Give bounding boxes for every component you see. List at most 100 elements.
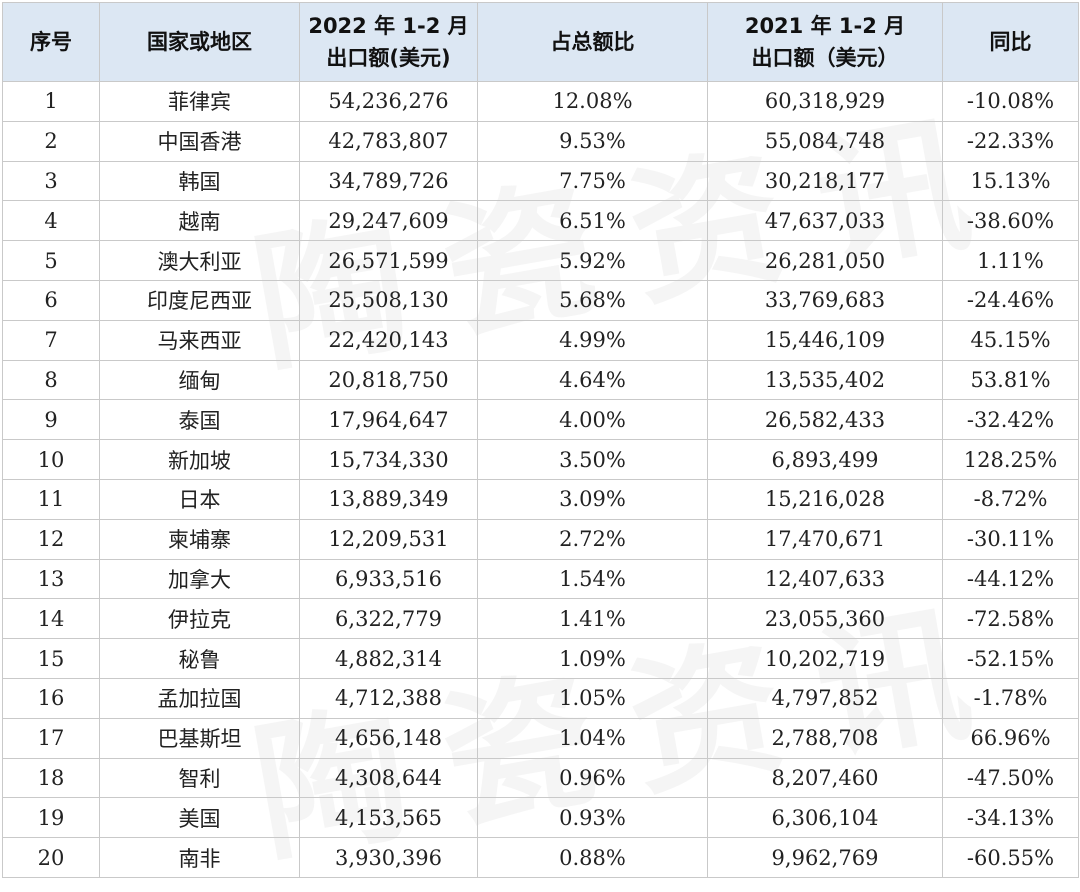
cell-export-2022: 3,930,396 xyxy=(299,837,478,878)
table-row: 5 澳大利亚 26,571,599 5.92% 26,281,050 1.11% xyxy=(2,240,1079,281)
cell-export-2021: 60,318,929 xyxy=(707,81,943,122)
cell-yoy: 128.25% xyxy=(942,439,1079,480)
cell-country: 韩国 xyxy=(99,160,300,202)
cell-export-2022: 15,734,330 xyxy=(299,439,478,480)
cell-export-2021: 17,470,671 xyxy=(707,518,943,560)
header-export-2022-line2: 出口额(美元) xyxy=(326,46,451,70)
table-row: 14 伊拉克 6,322,779 1.41% 23,055,360 -72.58% xyxy=(2,598,1079,640)
cell-country: 澳大利亚 xyxy=(99,240,300,281)
cell-export-2021: 10,202,719 xyxy=(707,638,943,679)
cell-yoy: -10.08% xyxy=(942,81,1079,122)
table-row: 11 日本 13,889,349 3.09% 15,216,028 -8.72% xyxy=(2,478,1079,520)
cell-export-2021: 26,281,050 xyxy=(707,240,943,281)
table-row: 20 南非 3,930,396 0.88% 9,962,769 -60.55% xyxy=(2,837,1079,878)
cell-country: 柬埔寨 xyxy=(99,518,300,560)
cell-export-2021: 55,084,748 xyxy=(707,120,943,162)
cell-share: 0.93% xyxy=(477,797,708,839)
cell-export-2021: 6,306,104 xyxy=(707,797,943,839)
cell-index: 19 xyxy=(2,797,100,839)
table-row: 6 印度尼西亚 25,508,130 5.68% 33,769,683 -24.46% xyxy=(2,279,1079,321)
cell-country: 马来西亚 xyxy=(99,319,300,361)
cell-export-2021: 23,055,360 xyxy=(707,598,943,640)
cell-country: 美国 xyxy=(99,797,300,839)
cell-share: 9.53% xyxy=(477,120,708,162)
cell-share: 6.51% xyxy=(477,200,708,242)
cell-share: 1.41% xyxy=(477,598,708,640)
cell-share: 4.64% xyxy=(477,359,708,401)
table-row: 17 巴基斯坦 4,656,148 1.04% 2,788,708 66.96% xyxy=(2,717,1079,759)
cell-yoy: -44.12% xyxy=(942,558,1079,600)
cell-country: 秘鲁 xyxy=(99,638,300,679)
cell-export-2022: 26,571,599 xyxy=(299,240,478,281)
cell-export-2021: 8,207,460 xyxy=(707,757,943,799)
table-row: 2 中国香港 42,783,807 9.53% 55,084,748 -22.33% xyxy=(2,120,1079,162)
cell-export-2022: 54,236,276 xyxy=(299,81,478,122)
cell-export-2022: 6,322,779 xyxy=(299,598,478,640)
cell-yoy: -38.60% xyxy=(942,200,1079,242)
cell-share: 0.96% xyxy=(477,757,708,799)
cell-index: 1 xyxy=(2,81,100,122)
cell-index: 17 xyxy=(2,717,100,759)
table-row: 13 加拿大 6,933,516 1.54% 12,407,633 -44.12% xyxy=(2,558,1079,600)
cell-country: 菲律宾 xyxy=(99,81,300,122)
cell-yoy: 66.96% xyxy=(942,717,1079,759)
cell-index: 8 xyxy=(2,359,100,401)
cell-export-2022: 4,712,388 xyxy=(299,677,478,719)
table-row: 3 韩国 34,789,726 7.75% 30,218,177 15.13% xyxy=(2,160,1079,202)
cell-yoy: -8.72% xyxy=(942,478,1079,520)
cell-export-2022: 17,964,647 xyxy=(299,399,478,441)
table-row: 10 新加坡 15,734,330 3.50% 6,893,499 128.25% xyxy=(2,439,1079,480)
cell-export-2022: 22,420,143 xyxy=(299,319,478,361)
header-export-2022: 2022 年 1-2 月 出口额(美元) xyxy=(299,2,478,82)
table-row: 15 秘鲁 4,882,314 1.09% 10,202,719 -52.15% xyxy=(2,638,1079,679)
cell-share: 3.09% xyxy=(477,478,708,520)
header-index: 序号 xyxy=(2,2,100,82)
cell-export-2022: 20,818,750 xyxy=(299,359,478,401)
table-row: 7 马来西亚 22,420,143 4.99% 15,446,109 45.15% xyxy=(2,319,1079,361)
cell-export-2021: 6,893,499 xyxy=(707,439,943,480)
cell-export-2022: 6,933,516 xyxy=(299,558,478,600)
table-row: 19 美国 4,153,565 0.93% 6,306,104 -34.13% xyxy=(2,797,1079,839)
cell-share: 4.99% xyxy=(477,319,708,361)
cell-country: 越南 xyxy=(99,200,300,242)
cell-yoy: -34.13% xyxy=(942,797,1079,839)
cell-share: 1.54% xyxy=(477,558,708,600)
cell-yoy: -52.15% xyxy=(942,638,1079,679)
cell-yoy: -30.11% xyxy=(942,518,1079,560)
cell-share: 5.92% xyxy=(477,240,708,281)
cell-share: 7.75% xyxy=(477,160,708,202)
cell-index: 2 xyxy=(2,120,100,162)
cell-index: 9 xyxy=(2,399,100,441)
cell-index: 6 xyxy=(2,279,100,321)
cell-export-2022: 13,889,349 xyxy=(299,478,478,520)
cell-yoy: 15.13% xyxy=(942,160,1079,202)
cell-yoy: -22.33% xyxy=(942,120,1079,162)
cell-country: 印度尼西亚 xyxy=(99,279,300,321)
cell-export-2021: 26,582,433 xyxy=(707,399,943,441)
cell-export-2021: 15,446,109 xyxy=(707,319,943,361)
cell-yoy: 53.81% xyxy=(942,359,1079,401)
cell-export-2022: 4,153,565 xyxy=(299,797,478,839)
cell-export-2022: 25,508,130 xyxy=(299,279,478,321)
cell-index: 5 xyxy=(2,240,100,281)
cell-export-2022: 42,783,807 xyxy=(299,120,478,162)
header-yoy: 同比 xyxy=(942,2,1079,82)
cell-country: 新加坡 xyxy=(99,439,300,480)
cell-index: 20 xyxy=(2,837,100,878)
cell-index: 11 xyxy=(2,478,100,520)
cell-country: 孟加拉国 xyxy=(99,677,300,719)
cell-country: 智利 xyxy=(99,757,300,799)
cell-country: 南非 xyxy=(99,837,300,878)
table-body: 1 菲律宾 54,236,276 12.08% 60,318,929 -10.08% 2 中国… xyxy=(2,81,1079,878)
header-country: 国家或地区 xyxy=(99,2,300,82)
cell-export-2022: 12,209,531 xyxy=(299,518,478,560)
cell-export-2022: 34,789,726 xyxy=(299,160,478,202)
cell-export-2021: 15,216,028 xyxy=(707,478,943,520)
cell-export-2021: 2,788,708 xyxy=(707,717,943,759)
cell-country: 日本 xyxy=(99,478,300,520)
cell-yoy: -24.46% xyxy=(942,279,1079,321)
header-export-2021-line1: 2021 年 1-2 月 xyxy=(744,14,906,38)
table-row: 16 孟加拉国 4,712,388 1.05% 4,797,852 -1.78% xyxy=(2,677,1079,719)
header-export-2021-line2: 出口额（美元） xyxy=(751,46,899,70)
cell-country: 巴基斯坦 xyxy=(99,717,300,759)
